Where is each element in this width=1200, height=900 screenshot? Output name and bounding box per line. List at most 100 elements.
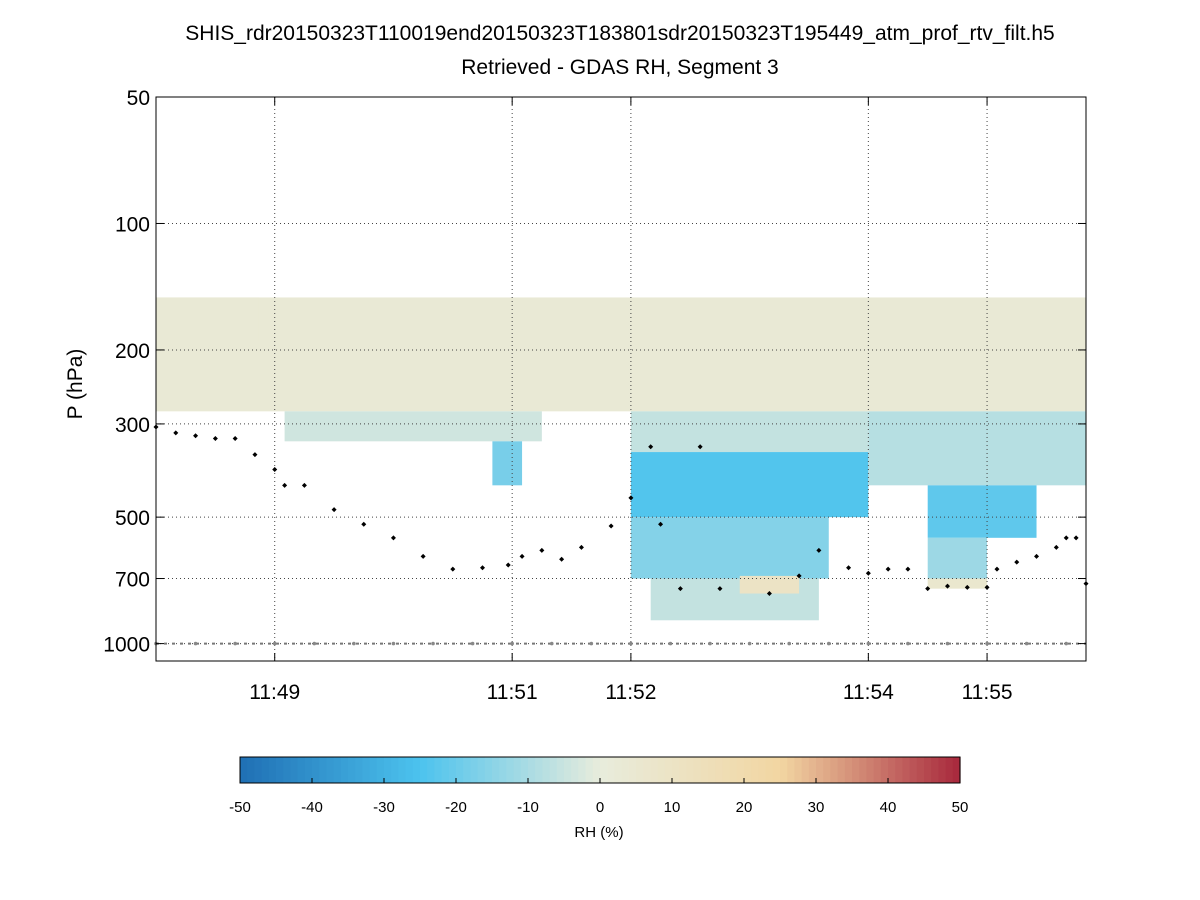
colorbar-cell <box>477 757 486 783</box>
series-point <box>282 482 288 488</box>
colorbar-cell <box>405 757 414 783</box>
colorbar-cell <box>823 757 831 783</box>
rh-field-cell <box>156 297 1086 412</box>
colorbar-tick-label: 40 <box>880 799 897 816</box>
colorbar-cell <box>931 757 939 783</box>
colorbar-cell <box>420 757 428 783</box>
surface-pressure-point <box>1024 641 1029 646</box>
colorbar-cell <box>794 757 803 783</box>
colorbar-tick-label: 20 <box>736 799 753 816</box>
colorbar-cell <box>513 757 522 783</box>
surface-pressure-point <box>549 641 554 646</box>
colorbar-cell <box>470 757 479 783</box>
colorbar-cell <box>456 757 464 783</box>
series-point <box>766 591 772 597</box>
rh-field-cell <box>156 297 259 341</box>
x-tick-label: 11:54 <box>843 681 894 704</box>
colorbar-cell <box>326 757 335 783</box>
colorbar-cell <box>722 757 731 783</box>
surface-pressure-point <box>272 641 277 646</box>
colorbar-tick-label: -30 <box>373 799 395 816</box>
surface-pressure-point <box>787 641 791 646</box>
series-point <box>331 507 337 513</box>
series-point <box>697 444 703 450</box>
series-point <box>1053 544 1059 550</box>
colorbar-cell <box>808 757 817 783</box>
y-tick-label: 500 <box>115 507 150 530</box>
colorbar-cell <box>909 757 918 783</box>
colorbar-cell <box>607 757 615 783</box>
series-point <box>964 584 970 590</box>
series-point <box>519 553 525 559</box>
surface-pressure-point <box>589 641 594 646</box>
rh-field-cell <box>630 517 829 579</box>
colorbar-cell <box>585 757 594 783</box>
series-point <box>193 433 199 439</box>
colorbar-cell <box>549 757 558 783</box>
colorbar-cell <box>859 757 867 783</box>
colorbar-cell <box>276 757 284 783</box>
y-axis-ticks: 50 100 200 300 500 700 1000 <box>103 87 1086 657</box>
colorbar-cell <box>866 757 875 783</box>
rh-field-cell <box>868 411 1086 486</box>
colorbar-cell <box>758 757 767 783</box>
colorbar-tick-label: 50 <box>952 799 969 816</box>
rh-field-cell <box>927 537 988 579</box>
series-point <box>479 565 485 571</box>
colorbar-cell <box>247 757 255 783</box>
x-tick-label: 11:51 <box>487 681 538 704</box>
colorbar-cell <box>427 757 435 783</box>
colorbar-tick-label: 0 <box>596 799 604 816</box>
colorbar-cell <box>542 757 551 783</box>
series-point <box>1063 535 1069 541</box>
series-point <box>301 482 307 488</box>
series-point <box>1034 553 1040 559</box>
y-axis-label: P (hPa) <box>64 349 87 420</box>
series-point <box>905 566 911 572</box>
series-point <box>994 566 1000 572</box>
colorbar-cell <box>744 757 752 783</box>
surface-pressure-point <box>708 641 712 646</box>
colorbar-cell <box>787 757 795 783</box>
colorbar-cell <box>520 757 529 783</box>
series-point <box>885 566 891 572</box>
colorbar-cell <box>304 757 313 783</box>
series-point <box>1014 559 1020 565</box>
series-point <box>361 521 367 527</box>
series-point <box>608 523 614 529</box>
x-tick-label: 11:55 <box>962 681 1013 704</box>
y-tick-label: 700 <box>115 569 150 592</box>
series-point <box>539 547 545 553</box>
colorbar-cell <box>765 757 774 783</box>
colorbar-cell <box>801 757 810 783</box>
colorbar-cell <box>290 757 299 783</box>
surface-pressure-point <box>826 641 831 646</box>
surface-pressure-point <box>1064 641 1069 646</box>
series-point <box>450 566 456 572</box>
series-point <box>1073 535 1079 541</box>
series-point <box>846 565 852 571</box>
colorbar-cell <box>938 757 947 783</box>
colorbar-cell <box>398 757 407 783</box>
colorbar-cell <box>852 757 860 783</box>
y-tick-label: 100 <box>115 213 150 236</box>
series-point <box>232 436 238 442</box>
colorbar-cell <box>412 757 421 783</box>
colorbar-cell <box>816 757 824 783</box>
series-point <box>559 556 565 562</box>
rh-field-cell <box>630 411 869 453</box>
colorbar-cell <box>736 757 745 783</box>
colorbar-cell <box>657 757 666 783</box>
colorbar-cell <box>268 757 277 783</box>
surface-pressure-point <box>312 641 317 646</box>
rh-field-cell <box>284 411 542 442</box>
series-point <box>390 535 396 541</box>
surface-pressure-point <box>906 641 910 646</box>
surface-pressure-point <box>985 641 989 646</box>
colorbar-cell <box>369 757 378 783</box>
colorbar-cell <box>528 757 536 783</box>
colorbar-cell <box>924 757 932 783</box>
surface-pressure-point <box>629 641 633 646</box>
colorbar-cell <box>888 757 896 783</box>
